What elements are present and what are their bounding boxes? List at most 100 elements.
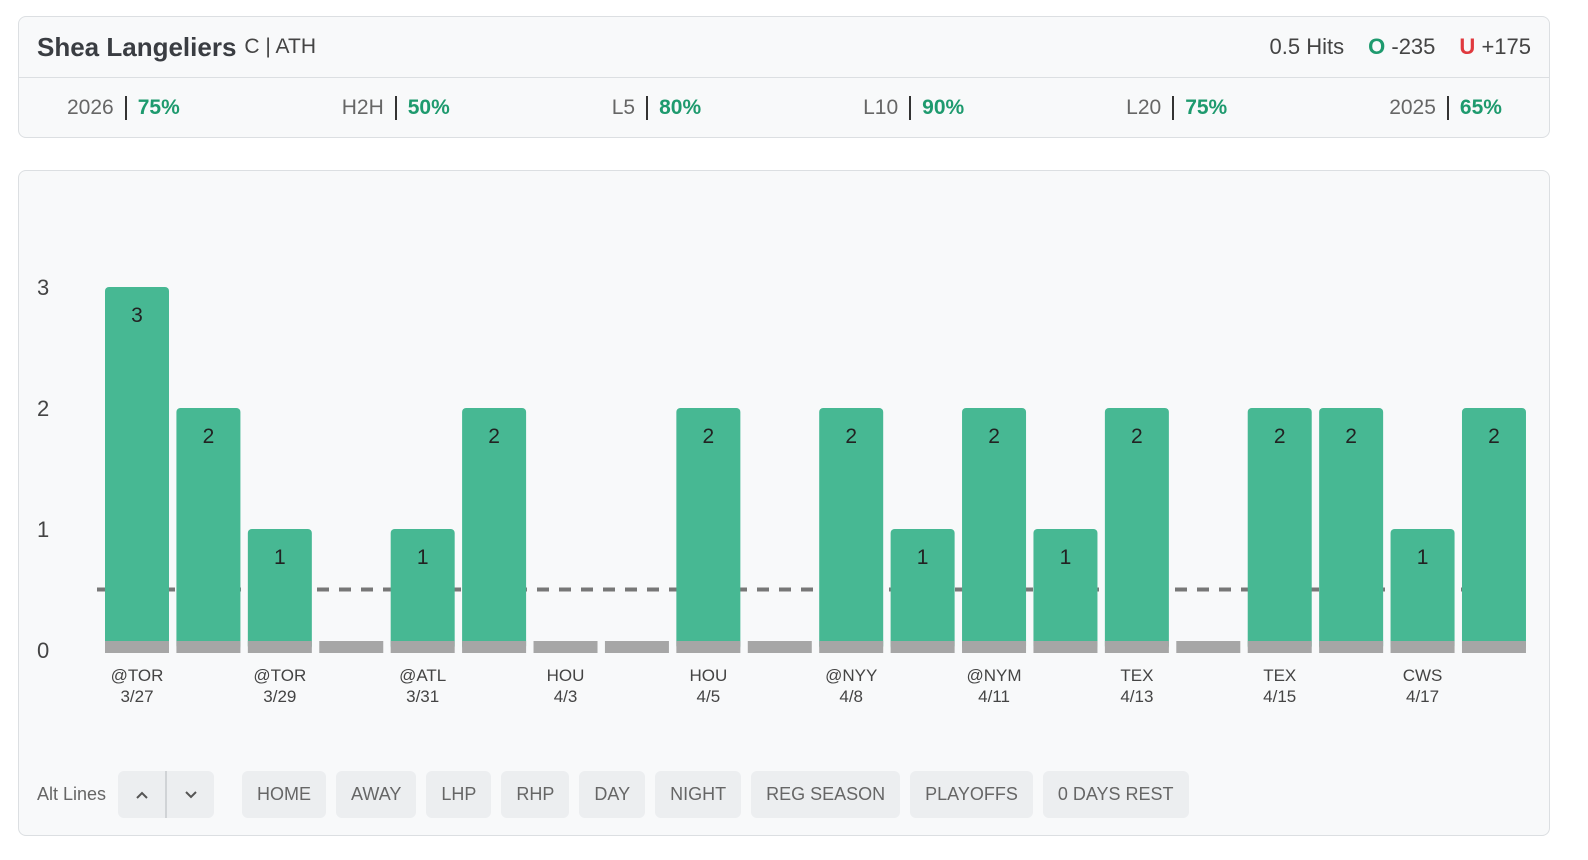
stat: H2H 50% — [342, 96, 450, 120]
arrow-up[interactable] — [118, 771, 165, 818]
alt-lines-label: Alt Lines — [37, 784, 107, 804]
x-tick-label: HOU — [689, 666, 727, 685]
stat-label: H2H — [342, 96, 397, 120]
x-tick-date: 4/15 — [1263, 687, 1296, 706]
stat-value: 80% — [659, 96, 702, 119]
base-strip — [890, 641, 955, 653]
chart: 0 1 2 3 3 @TOR 3/27 2 1 @TOR 3/29 1 @ATL 3/31 2 HOU 4/3 2… — [37, 275, 1526, 706]
bar — [247, 529, 312, 650]
base-strip — [604, 641, 669, 653]
over[interactable]: O -235 — [1368, 34, 1435, 60]
over-label: O — [1368, 34, 1386, 59]
stat-label: 2025 — [1389, 96, 1449, 120]
filter-button[interactable]: REG SEASON — [751, 771, 901, 818]
over-odds: -235 — [1391, 34, 1436, 59]
bar — [962, 408, 1027, 650]
x-tick-label: @ATL — [399, 666, 446, 685]
base-strip — [819, 641, 884, 653]
base-strip — [176, 641, 241, 653]
odds: 0.5 Hits O -235 U +175 — [1270, 34, 1531, 60]
bar — [105, 287, 169, 650]
x-tick-label: TEX — [1263, 666, 1296, 685]
y-tick-label: 1 — [37, 517, 49, 542]
base-strip — [1319, 641, 1384, 653]
stat-value: 90% — [922, 96, 965, 119]
bar — [1247, 408, 1312, 650]
under-odds: +175 — [1481, 34, 1531, 59]
stat-label: L20 — [1126, 96, 1175, 120]
value-label: 2 — [1488, 425, 1500, 448]
header-card: Shea Langeliers C | ATH 0.5 Hits O -235 … — [18, 16, 1550, 138]
value-label: 2 — [488, 425, 500, 448]
stat-label: 2026 — [67, 96, 127, 120]
value-label: 2 — [703, 425, 715, 448]
bar — [1390, 529, 1455, 650]
x-tick-date: 4/17 — [1406, 687, 1439, 706]
x-tick-label: @TOR — [111, 666, 164, 685]
base-strip — [105, 641, 169, 653]
filter-button[interactable]: DAY — [579, 771, 646, 818]
bar — [462, 408, 527, 650]
base-strip — [247, 641, 312, 653]
base-strip — [319, 641, 384, 653]
chart-card: 0 1 2 3 3 @TOR 3/27 2 1 @TOR 3/29 1 @ATL 3/31 2 HOU 4/3 2… — [18, 170, 1550, 836]
y-tick-label: 3 — [37, 275, 49, 300]
line-value: 0.5 — [1269, 34, 1301, 59]
x-tick-date: 4/8 — [839, 687, 863, 706]
x-tick-date: 4/5 — [697, 687, 721, 706]
base-strip — [676, 641, 741, 653]
filters: Alt Lines HOME AWAY LHP RHP DAY NIGHT REG SEAS… — [37, 771, 1189, 818]
stat: L20 75% — [1126, 96, 1227, 120]
filter-button[interactable]: NIGHT — [655, 771, 742, 818]
y-tick-label: 2 — [37, 396, 49, 421]
stat: 2025 65% — [1389, 96, 1502, 120]
base-strip — [1247, 641, 1312, 653]
filter-button[interactable]: LHP — [426, 771, 492, 818]
value-label: 2 — [1345, 425, 1357, 448]
value-label: 1 — [274, 546, 286, 569]
base-strip — [747, 641, 812, 653]
position-team: C | ATH — [244, 35, 316, 58]
filter-button[interactable]: 0 DAYS REST — [1042, 771, 1189, 818]
x-tick-date: 4/13 — [1120, 687, 1153, 706]
value-label: 1 — [417, 546, 429, 569]
bar — [890, 529, 955, 650]
bar — [819, 408, 884, 650]
x-tick-label: @NYY — [825, 666, 877, 685]
base-strip — [962, 641, 1027, 653]
value-label: 2 — [203, 425, 215, 448]
under[interactable]: U +175 — [1459, 34, 1531, 60]
stat-name: Hits — [1306, 34, 1345, 59]
x-tick-label: @NYM — [967, 666, 1022, 685]
bar — [176, 408, 241, 650]
value-label: 2 — [988, 425, 1000, 448]
arrow-down[interactable] — [165, 771, 214, 818]
value-label: 1 — [917, 546, 929, 569]
x-tick-date: 4/11 — [978, 687, 1010, 706]
bar — [390, 529, 455, 650]
y-tick-label: 0 — [37, 638, 49, 663]
base-strip — [462, 641, 527, 653]
stat-label: L10 — [863, 96, 912, 120]
x-tick-date: 3/31 — [406, 687, 439, 706]
filter-button[interactable]: HOME — [242, 771, 327, 818]
bar — [1461, 408, 1526, 650]
x-tick-label: @TOR — [253, 666, 306, 685]
base-strip — [1390, 641, 1455, 653]
value-label: 2 — [845, 425, 857, 448]
stat: L5 80% — [612, 96, 701, 120]
icon — [184, 790, 197, 798]
stat: L10 90% — [863, 96, 964, 120]
stat: 2026 75% — [67, 96, 180, 120]
under-label: U — [1459, 34, 1476, 59]
bar — [1104, 408, 1169, 650]
filter-button[interactable]: RHP — [501, 771, 570, 818]
x-tick-date: 4/3 — [554, 687, 578, 706]
x-tick-label: HOU — [547, 666, 585, 685]
filter-button[interactable]: PLAYOFFS — [910, 771, 1033, 818]
base-strip — [1033, 641, 1098, 653]
stat-value: 50% — [407, 96, 450, 119]
value-label: 1 — [1060, 546, 1072, 569]
filter-button[interactable]: AWAY — [336, 771, 417, 818]
